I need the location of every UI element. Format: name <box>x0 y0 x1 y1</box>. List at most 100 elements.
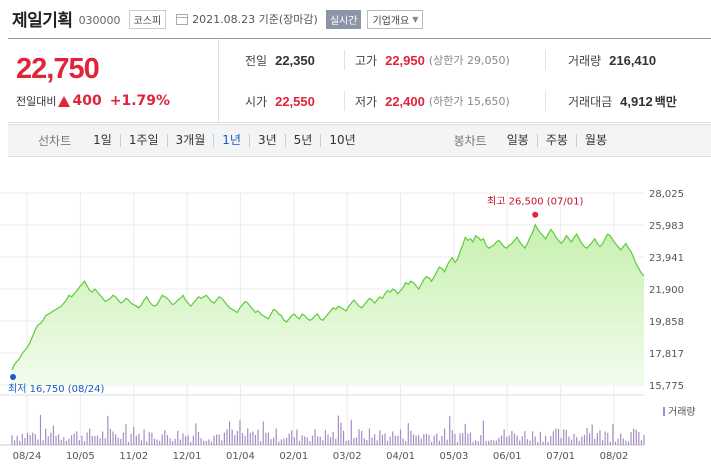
volume-bar <box>415 435 417 445</box>
volume-bar <box>539 431 541 445</box>
volume-bar <box>358 429 360 445</box>
realtime-button[interactable]: 실시간 <box>325 9 362 29</box>
volume-bar <box>643 434 645 445</box>
volume-bar <box>324 430 327 445</box>
period-3m[interactable]: 3개월 <box>168 134 215 147</box>
max-label: 최고 26,500 (07/01) <box>487 196 583 208</box>
trade-value: 거래대금 4,912 백만 <box>568 91 677 111</box>
volume-bar <box>171 441 174 445</box>
volume-bar <box>86 432 88 445</box>
base-date: 2021.08.23 기준(장마감) <box>192 13 318 26</box>
volume-bar <box>337 415 339 445</box>
period-1w[interactable]: 1주일 <box>121 134 168 147</box>
price-area <box>12 224 644 385</box>
volume-bar <box>622 438 624 445</box>
volume-bar <box>109 429 112 445</box>
volume-bar <box>187 435 189 445</box>
volume-bar <box>418 435 420 445</box>
volume-bar <box>544 435 547 445</box>
volume-bar <box>298 440 301 445</box>
volume-bar <box>197 431 200 445</box>
volume-bar <box>381 434 383 445</box>
volume-bar <box>568 436 570 445</box>
volume-bar <box>301 435 303 445</box>
volume-bar <box>443 428 446 445</box>
volume-bar <box>329 437 332 445</box>
volume-bar <box>65 440 67 445</box>
trade-value-value: 4,912 <box>620 93 653 109</box>
volume-bar <box>449 416 451 445</box>
low-label: 저가 <box>355 94 378 109</box>
candle-daily[interactable]: 일봉 <box>499 134 538 147</box>
candle-monthly[interactable]: 월봉 <box>584 133 607 147</box>
x-tick-label: 06/01 <box>493 451 522 462</box>
volume-bar <box>239 420 241 445</box>
volume-bar <box>275 428 277 445</box>
volume-bar <box>81 435 83 445</box>
volume-bar <box>627 441 630 445</box>
volume-bar <box>190 441 192 445</box>
volume-bar <box>353 438 355 445</box>
volume-bar <box>143 429 145 445</box>
period-3y[interactable]: 3년 <box>250 134 286 147</box>
period-5y[interactable]: 5년 <box>286 134 322 147</box>
volume-bar <box>179 439 181 445</box>
volume-legend-swatch <box>663 407 665 416</box>
y-tick-label: 21,900 <box>649 285 684 296</box>
candle-chart-label: 봉차트 <box>453 134 487 148</box>
volume-bar <box>368 428 371 445</box>
min-marker <box>10 374 16 380</box>
volume-bar <box>500 435 503 445</box>
volume-legend-label: 거래량 <box>668 406 696 418</box>
volume-bar <box>609 441 611 445</box>
volume-bar <box>529 440 531 445</box>
volume-bar <box>319 436 321 445</box>
volume-bar <box>467 433 469 445</box>
volume-bar <box>537 441 539 445</box>
volume-bar <box>640 440 643 445</box>
volume-bar <box>420 438 422 445</box>
y-tick-label: 23,941 <box>649 253 684 264</box>
volume-bar <box>231 429 233 445</box>
volume-bar <box>99 438 101 445</box>
volume-bar <box>247 428 249 445</box>
volume-bar <box>547 441 549 445</box>
volume-bar <box>293 437 295 445</box>
x-tick-label: 01/04 <box>226 451 255 462</box>
volume-bar <box>425 433 428 445</box>
chart-svg: 28,025 25,983 23,941 21,900 19,858 17,817 15,7… <box>0 158 711 462</box>
volume-bar <box>174 438 176 445</box>
period-1y[interactable]: 1년 <box>214 134 250 147</box>
company-info-dropdown[interactable]: 기업개요 ▼ <box>367 9 424 29</box>
high-value: 22,950 <box>385 52 425 68</box>
x-tick-label: 07/01 <box>546 451 575 462</box>
volume-bar <box>21 433 23 445</box>
volume-bar <box>26 432 29 445</box>
volume-bar <box>184 436 187 445</box>
x-tick-label: 08/02 <box>600 451 629 462</box>
price-chart[interactable]: 28,025 25,983 23,941 21,900 19,858 17,817 15,7… <box>0 158 711 469</box>
volume-bar <box>513 433 516 445</box>
volume-bar <box>485 440 487 445</box>
market-badge: 코스피 <box>128 9 167 29</box>
volume-bar <box>524 431 526 445</box>
volume-bar <box>469 432 472 445</box>
volume-bar <box>552 431 554 445</box>
stock-code: 030000 <box>78 13 121 27</box>
volume-bar <box>508 435 510 445</box>
volume-bar <box>436 433 438 445</box>
price-box: 22,750 전일대비 400 +1.79% <box>8 39 219 122</box>
volume-bar <box>306 437 308 445</box>
volume-bar <box>340 422 342 445</box>
volume-bar <box>612 423 614 445</box>
volume-bar <box>521 436 523 445</box>
volume-bar <box>273 437 275 445</box>
period-1d[interactable]: 1일 <box>85 134 121 147</box>
volume-bar <box>169 438 171 445</box>
volume-bar <box>13 440 16 445</box>
volume-bar <box>620 433 622 445</box>
period-10y[interactable]: 10년 <box>329 133 356 147</box>
volume-bar <box>221 440 223 445</box>
candle-weekly[interactable]: 주봉 <box>538 134 577 147</box>
volume-bar <box>386 440 389 445</box>
